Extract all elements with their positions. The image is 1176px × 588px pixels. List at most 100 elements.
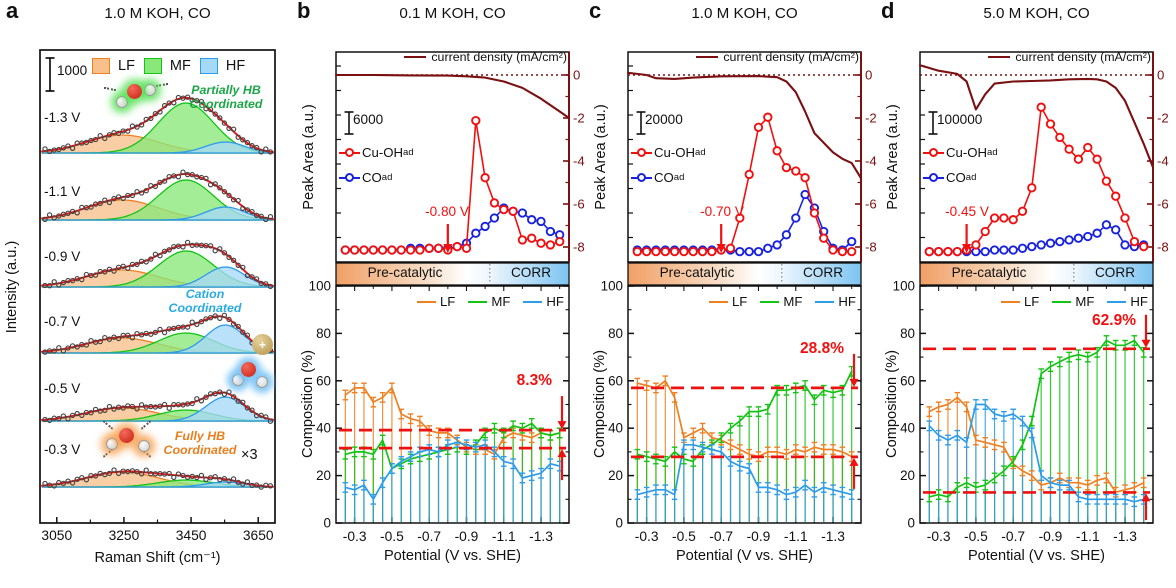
panel-letter-c: c — [589, 0, 602, 23]
panel-c-peak-area-chart: 0 -2 -4 -6 -8 — [626, 51, 877, 263]
tick-label: 20 — [608, 468, 623, 483]
annotation-fully-hb: Fully HB Coordinated — [155, 429, 245, 457]
hbond-dots-icon — [102, 420, 114, 430]
legend-label-mf: MF — [169, 58, 191, 74]
panel-b: b 0.1 M KOH, CO Peak Area (a.u.) Composi… — [295, 0, 588, 588]
legend-item-lf: LF — [1000, 294, 1039, 309]
co-marker-icon — [923, 172, 944, 183]
tick-label: 0 — [908, 516, 915, 531]
oxygen-atom-icon — [119, 428, 134, 443]
tick-label: -0.5 — [380, 529, 404, 544]
hbond-dots-icon — [155, 82, 169, 88]
tick-label: 60 — [608, 373, 623, 388]
legend-item-hf: HF — [1107, 294, 1148, 309]
band-precatalytic-label: Pre-catalytic — [659, 265, 735, 280]
panel-a-title: 1.0 M KOH, CO — [104, 5, 211, 22]
panel-a-ylabel: Intensity (a.u.) — [4, 240, 20, 334]
tick-label: 3450 — [176, 528, 207, 543]
tick-label: 3650 — [243, 528, 274, 543]
panel-d-regime-band — [919, 262, 1154, 286]
panel-c-scalebar-label: 20000 — [645, 112, 683, 127]
hydrogen-atom-icon — [138, 440, 150, 452]
current-density-line-icon — [404, 56, 427, 58]
tick-label: -0.3 — [927, 529, 951, 544]
panel-d-scalebar-label: 100000 — [937, 112, 983, 127]
annotation-line: Coordinated — [168, 300, 242, 315]
band-corr-label: CORR — [802, 265, 844, 280]
co-legend-sub: ad — [965, 172, 977, 183]
band-precatalytic-label: Pre-catalytic — [951, 265, 1027, 280]
co-legend-sub: ad — [673, 172, 685, 183]
hf-line-icon — [1107, 300, 1127, 303]
hydrogen-atom-icon — [144, 84, 156, 96]
hf-line-icon — [523, 300, 543, 303]
legend-label-hf: HF — [1130, 294, 1148, 309]
hydrogen-atom-icon — [116, 96, 128, 108]
current-density-legend: current density (mA/cm²) — [336, 50, 567, 64]
spectrum-label: -0.9 V — [44, 249, 81, 264]
panel-c-peak-area-ylabel: Peak Area (a.u.) — [593, 104, 609, 210]
legend-label-lf: LF — [118, 58, 135, 74]
legend-label-hf: HF — [838, 294, 856, 309]
panel-b-composition-chart: 0 20 40 60 80 100 -0.3 -0.5 -0.7 -0.9 -1.1 -1.3 — [309, 279, 570, 544]
annotation-line: Cation — [185, 287, 225, 301]
legend-label-mf: MF — [491, 294, 511, 309]
panel-letter-a: a — [6, 0, 19, 23]
delta-annotation: 62.9% — [1092, 312, 1136, 329]
panel-c-title: 1.0 M KOH, CO — [691, 5, 798, 22]
tick-label: -2 — [573, 111, 585, 126]
cuoh-legend-sub: ad — [403, 147, 414, 158]
cation-icon: + — [252, 334, 273, 355]
multiplier-label: ×3 — [241, 447, 258, 463]
co-marker-icon — [631, 172, 652, 183]
tick-label: 80 — [316, 326, 331, 341]
tick-label: -6 — [573, 197, 585, 212]
co-legend: CO ad — [339, 170, 392, 185]
spectrum-label: -0.7 V — [44, 314, 81, 329]
tick-label: -1.3 — [1113, 529, 1137, 544]
cuoh-legend: Cu-OH ad — [923, 145, 998, 160]
co-legend-sub: ad — [381, 172, 393, 183]
tick-label: 40 — [608, 421, 623, 436]
panel-a-xlabel: Raman Shift (cm⁻¹) — [94, 550, 221, 566]
mf-line-icon — [760, 300, 780, 303]
panel-d-title: 5.0 M KOH, CO — [983, 5, 1090, 22]
panel-b-title: 0.1 M KOH, CO — [399, 5, 506, 22]
tick-label: 20 — [900, 468, 915, 483]
band-precatalytic-label: Pre-catalytic — [367, 265, 443, 280]
delta-annotation: 8.3% — [516, 372, 552, 389]
panel-c-composition-ylabel: Composition (%) — [592, 350, 608, 458]
panel-b-peak-area-chart: 0 -2 -4 -6 -8 — [334, 51, 585, 263]
tick-label: 60 — [900, 373, 915, 388]
current-density-line-icon — [988, 56, 1011, 58]
tick-label: -8 — [573, 240, 585, 255]
tick-label: 3250 — [109, 528, 140, 543]
tick-label: 40 — [316, 421, 331, 436]
co-legend: CO ad — [631, 170, 684, 185]
tick-label: 0 — [573, 68, 580, 83]
cuoh-legend: Cu-OH ad — [339, 145, 414, 160]
spectrum-label: -0.3 V — [44, 442, 81, 457]
delta-annotation: 28.8% — [800, 340, 844, 357]
current-density-line-icon — [696, 56, 719, 58]
panel-d-peak-area-chart: 0 -2 -4 -6 -8 — [918, 51, 1169, 263]
tick-label: 80 — [608, 326, 623, 341]
onset-annotation: -0.45 V — [945, 204, 989, 219]
lf-line-icon — [416, 300, 436, 303]
mf-line-icon — [1052, 300, 1072, 303]
oxygen-atom-icon — [241, 362, 256, 377]
panel-b-regime-band — [335, 262, 570, 286]
tick-label: -4 — [573, 154, 585, 169]
lf-line-icon — [708, 300, 728, 303]
panel-letter-d: d — [881, 0, 895, 23]
tick-label: -0.5 — [964, 529, 988, 544]
tick-label: -2 — [865, 111, 877, 126]
tick-label: -6 — [865, 197, 877, 212]
tick-label: 100 — [893, 279, 915, 294]
annotation-partially-hb: Partially HB Coordinated — [180, 83, 272, 111]
cation-water-molecule-icon: + — [232, 334, 284, 394]
panel-b-peak-area-ylabel: Peak Area (a.u.) — [301, 104, 317, 210]
legend-item-lf: LF — [708, 294, 747, 309]
current-density-legend-label: current density (mA/cm²) — [431, 50, 567, 64]
